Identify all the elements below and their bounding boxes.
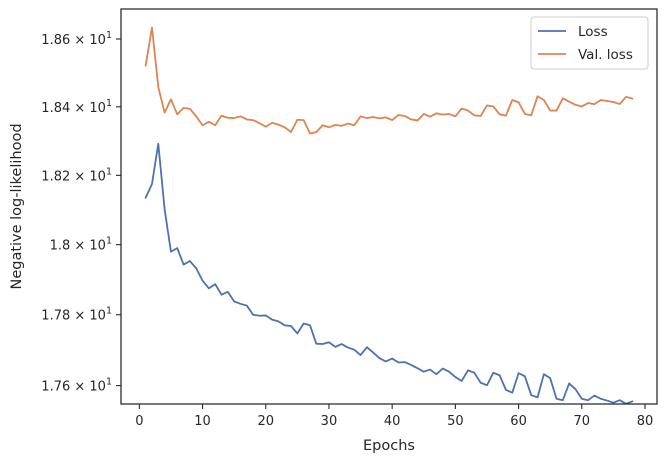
legend-box <box>530 16 649 70</box>
x-tick-label: 20 <box>257 414 274 429</box>
x-tick-label: 50 <box>447 414 464 429</box>
legend-label-loss: Loss <box>578 24 608 40</box>
x-tick-label: 60 <box>510 414 527 429</box>
y-tick-label: 1.86 × 101 <box>41 30 112 48</box>
y-axis-label: Negative log-likelihood <box>9 123 25 289</box>
y-tick-label: 1.84 × 101 <box>41 98 112 116</box>
series-lines <box>144 26 634 404</box>
x-tick-label: 70 <box>574 414 591 429</box>
x-tick-label: 0 <box>135 414 143 429</box>
x-tick-label: 30 <box>321 414 338 429</box>
axes-frame <box>120 8 658 405</box>
x-tick-label: 40 <box>384 414 401 429</box>
x-tick-label: 80 <box>637 414 654 429</box>
y-axis-ticks: 1.76 × 101 1.78 × 101 1.8 × 101 1.82 × 101 1… <box>41 30 121 395</box>
x-axis-ticks: 0 10 20 30 40 50 60 70 80 <box>135 404 653 429</box>
series-line-val-loss <box>144 26 634 135</box>
x-axis-label: Epochs <box>363 438 415 454</box>
legend: Loss Val. loss <box>530 16 649 70</box>
x-tick-label: 10 <box>194 414 211 429</box>
y-tick-label: 1.8 × 101 <box>50 236 112 254</box>
series-line-loss <box>144 142 634 404</box>
y-tick-label: 1.76 × 101 <box>41 377 112 395</box>
y-tick-label: 1.78 × 101 <box>41 306 112 324</box>
y-tick-label: 1.82 × 101 <box>41 166 112 184</box>
legend-label-val-loss: Val. loss <box>578 47 633 63</box>
